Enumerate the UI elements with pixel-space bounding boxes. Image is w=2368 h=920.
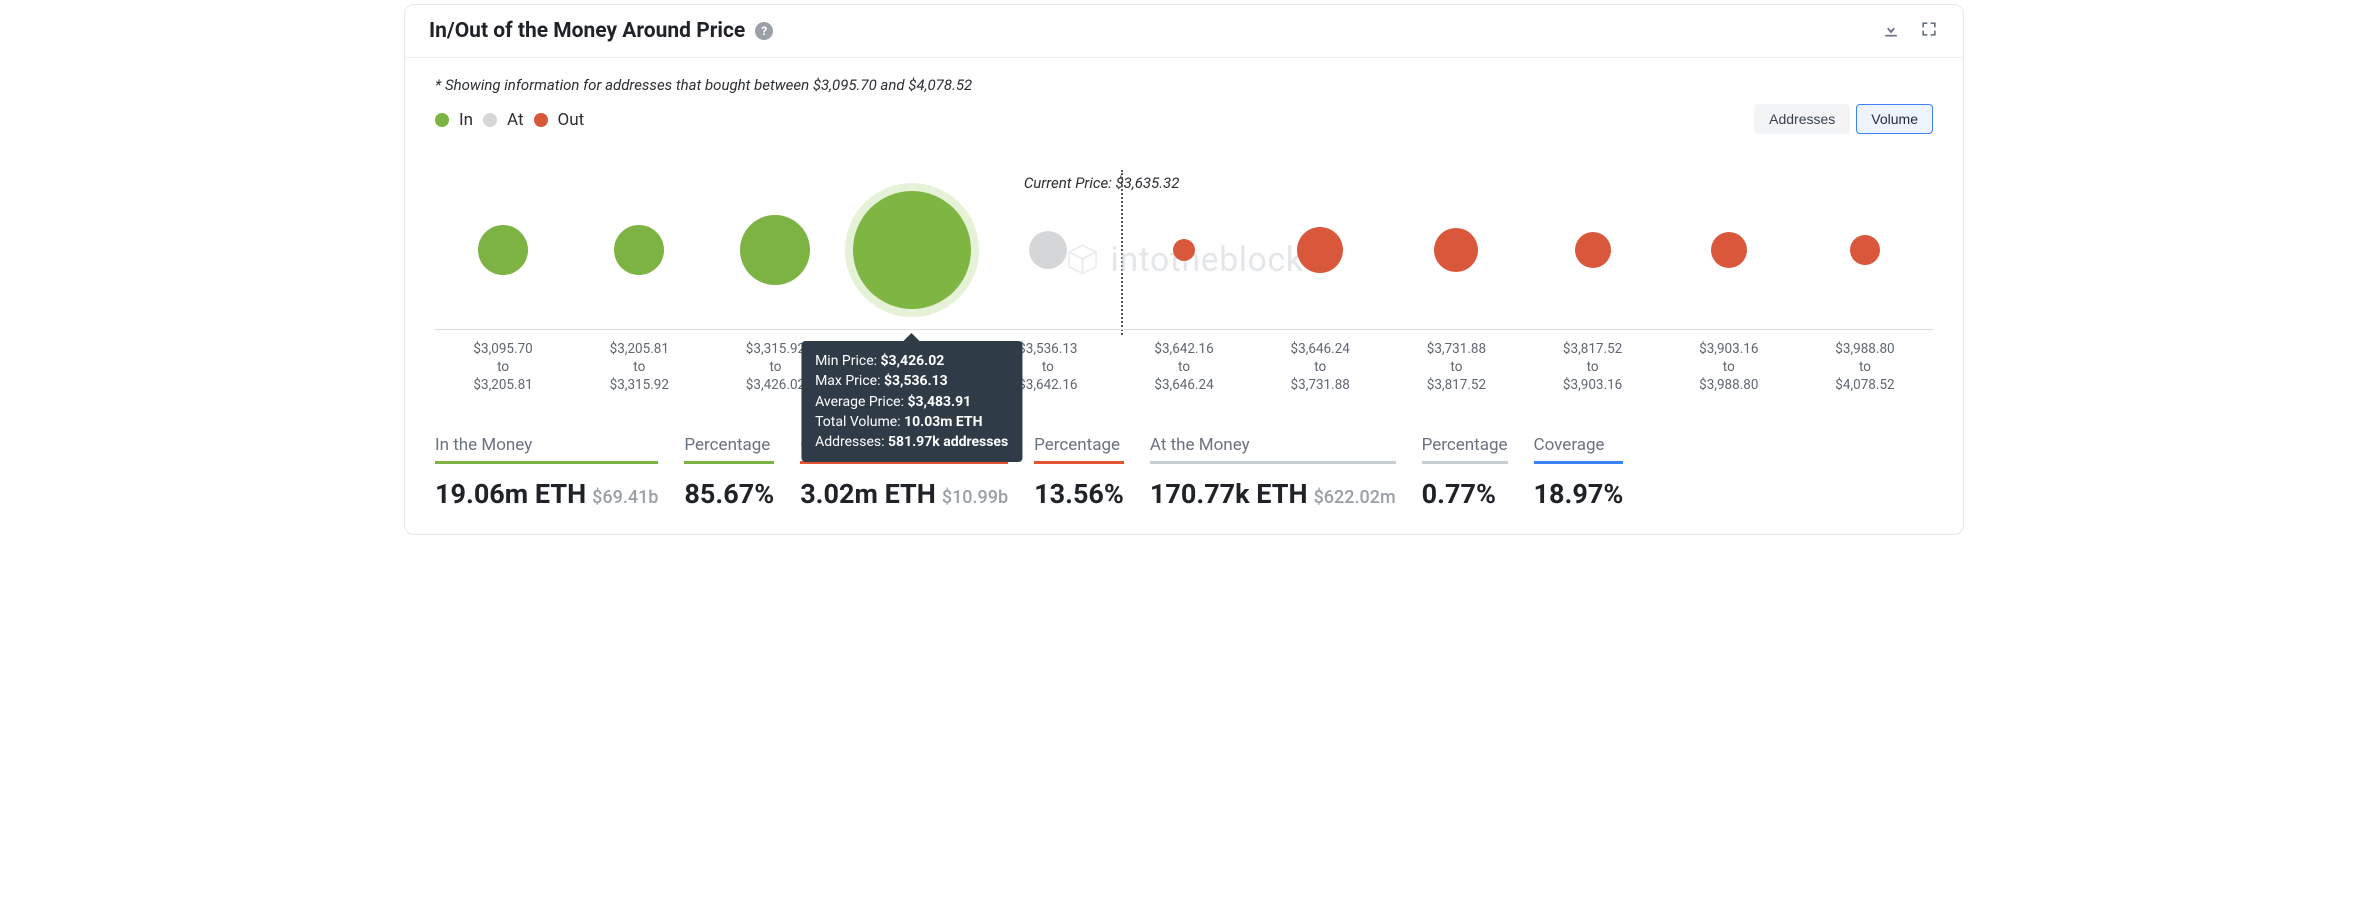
stats-row: In the Money 19.06m ETH$69.41b Percentage 8… (435, 435, 1933, 510)
chart: Current Price: $3,635.32 intotheblock $3… (435, 170, 1933, 395)
bubble[interactable] (853, 191, 971, 309)
bubble[interactable] (614, 225, 664, 275)
stat-subvalue: $622.02m (1314, 487, 1396, 508)
title-wrap: In/Out of the Money Around Price ? (429, 19, 773, 43)
x-axis-label: $3,205.81to$3,315.92 (571, 340, 707, 395)
stat-title: Percentage (1422, 435, 1508, 464)
legend-dot-at (483, 113, 497, 127)
expand-icon[interactable] (1919, 19, 1939, 43)
x-axis-label: $3,642.16to$3,646.24 (1116, 340, 1252, 395)
legend-toggle-row: In At Out Addresses Volume (435, 110, 1933, 140)
toggle-addresses[interactable]: Addresses (1754, 104, 1850, 134)
stat-title: At the Money (1150, 435, 1396, 464)
stat-value: 85.67% (684, 478, 774, 510)
stat-subvalue: $10.99b (942, 487, 1008, 508)
x-axis-label: $3,095.70to$3,205.81 (435, 340, 571, 395)
bubble[interactable] (740, 215, 810, 285)
stat-value: 19.06m ETH$69.41b (435, 478, 658, 510)
card-title: In/Out of the Money Around Price (429, 19, 745, 43)
bubble[interactable] (1029, 231, 1067, 269)
stat-value: 0.77% (1422, 478, 1508, 510)
stat-subvalue: $69.41b (592, 487, 658, 508)
stat: Percentage 85.67% (684, 435, 800, 510)
bubble[interactable] (1575, 232, 1611, 268)
x-axis-label: $3,646.24to$3,731.88 (1252, 340, 1388, 395)
legend-label-out: Out (558, 110, 585, 130)
stat-title: Percentage (684, 435, 774, 464)
stat-title: Percentage (1034, 435, 1124, 464)
bubble[interactable] (478, 225, 528, 275)
legend-label-at: At (507, 110, 524, 130)
legend-dot-out (534, 113, 548, 127)
bubble[interactable] (1173, 239, 1195, 261)
legend-dot-in (435, 113, 449, 127)
x-axis-label: $3,817.52to$3,903.16 (1525, 340, 1661, 395)
legend: In At Out (435, 110, 584, 130)
bubble[interactable] (1850, 235, 1880, 265)
stat: Percentage 0.77% (1422, 435, 1534, 510)
stat-title: Coverage (1534, 435, 1624, 464)
bubble-row (435, 170, 1933, 330)
download-icon[interactable] (1881, 19, 1901, 43)
bubble[interactable] (1297, 227, 1343, 273)
card: In/Out of the Money Around Price ? * Sho… (404, 4, 1964, 535)
x-axis-label: $3,731.88to$3,817.52 (1388, 340, 1524, 395)
x-axis-label: $3,903.16to$3,988.80 (1661, 340, 1797, 395)
metric-toggle: Addresses Volume (1754, 104, 1933, 134)
bubble[interactable] (1434, 228, 1478, 272)
stat: Percentage 13.56% (1034, 435, 1150, 510)
header-actions (1881, 19, 1939, 43)
stat-value: 3.02m ETH$10.99b (800, 478, 1008, 510)
stat-value: 18.97% (1534, 478, 1624, 510)
stat: In the Money 19.06m ETH$69.41b (435, 435, 684, 510)
x-axis-labels: $3,095.70to$3,205.81$3,205.81to$3,315.92… (435, 340, 1933, 395)
stat-title: In the Money (435, 435, 658, 464)
help-icon[interactable]: ? (755, 22, 773, 40)
bubble[interactable] (1711, 232, 1747, 268)
legend-label-in: In (459, 110, 473, 130)
stat-value: 170.77k ETH$622.02m (1150, 478, 1396, 510)
stat: Coverage 18.97% (1534, 435, 1650, 510)
stat-value: 13.56% (1034, 478, 1124, 510)
card-body: * Showing information for addresses that… (405, 58, 1963, 534)
footnote: * Showing information for addresses that… (435, 76, 1933, 94)
x-axis-label: $3,988.80to$4,078.52 (1797, 340, 1933, 395)
toggle-volume[interactable]: Volume (1856, 104, 1933, 134)
card-header: In/Out of the Money Around Price ? (405, 5, 1963, 58)
stat: At the Money 170.77k ETH$622.02m (1150, 435, 1422, 510)
tooltip: Min Price: $3,426.02Max Price: $3,536.13… (801, 341, 1022, 462)
